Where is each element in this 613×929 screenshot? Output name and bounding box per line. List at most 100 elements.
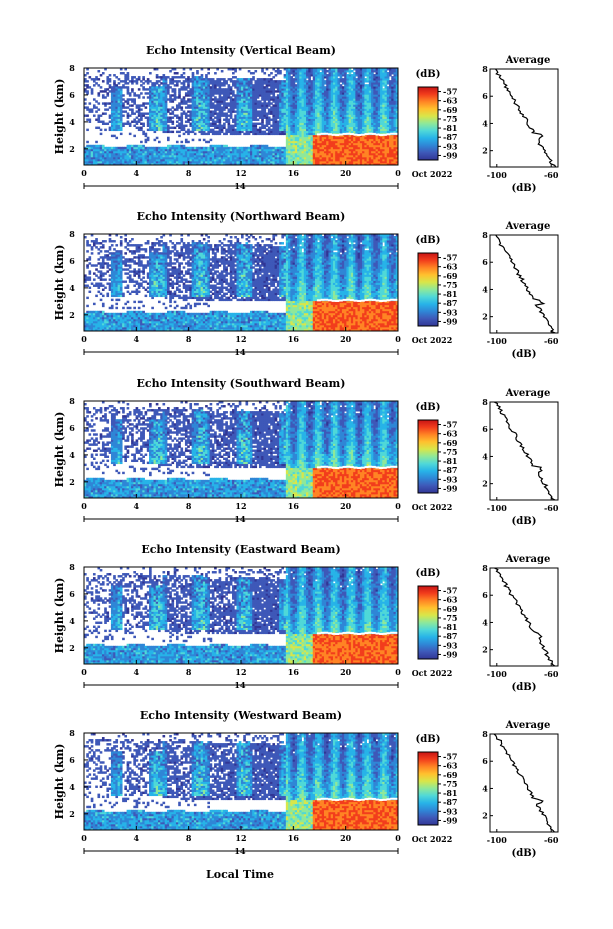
heatmap-cell <box>306 130 309 134</box>
heatmap-cell <box>110 86 114 89</box>
heatmap-cell <box>317 112 320 115</box>
heatmap-cell <box>353 138 356 142</box>
heatmap-cell <box>252 132 255 136</box>
heatmap-cell <box>229 148 233 152</box>
heatmap-cell <box>229 152 233 156</box>
heatmap-cell <box>115 114 119 117</box>
heatmap-cell <box>205 86 208 89</box>
heatmap-cell <box>101 122 105 125</box>
heatmap-cell <box>319 78 323 81</box>
heatmap-cell <box>86 92 89 95</box>
heatmap-cell <box>274 156 278 160</box>
heatmap-cell <box>149 106 152 109</box>
heatmap-cell <box>241 80 244 83</box>
heatmap-cell <box>191 80 195 83</box>
heatmap-cell <box>362 152 365 156</box>
heatmap-cell <box>229 102 233 105</box>
heatmap-cell <box>297 104 300 107</box>
heatmap-cell <box>193 116 197 119</box>
heatmap-cell <box>254 152 258 156</box>
heatmap-cell <box>315 134 318 138</box>
heatmap-cell <box>207 124 210 127</box>
heatmap-cell <box>321 76 325 79</box>
heatmap-cell <box>200 100 204 103</box>
heatmap-cell <box>294 124 298 127</box>
heatmap-cell <box>319 98 323 101</box>
heatmap-cell <box>113 96 116 99</box>
heatmap-cell <box>101 94 105 97</box>
heatmap-cell <box>247 150 251 154</box>
heatmap-cell <box>306 154 309 158</box>
heatmap-cell <box>357 94 361 97</box>
heatmap-cell <box>297 92 300 95</box>
heatmap-cell <box>249 116 253 119</box>
heatmap-cell <box>353 146 356 150</box>
heatmap-cell <box>252 84 255 87</box>
heatmap-cell <box>110 128 114 132</box>
heatmap-cell <box>267 102 271 105</box>
heatmap-cell <box>135 116 139 119</box>
heatmap-cell <box>110 120 114 123</box>
heatmap-cell <box>319 74 323 77</box>
heatmap-cell <box>386 94 390 97</box>
heatmap-cell <box>380 84 383 87</box>
heatmap-cell <box>162 112 166 115</box>
heatmap-cell <box>211 92 215 95</box>
heatmap-cell <box>180 126 184 130</box>
heatmap-cell <box>380 94 383 97</box>
heatmap-cell <box>166 146 170 150</box>
heatmap-cell <box>294 146 298 150</box>
heatmap-cell <box>350 122 354 125</box>
heatmap-cell <box>371 84 374 87</box>
heatmap-cell <box>290 128 293 132</box>
heatmap-cell <box>353 106 356 109</box>
heatmap-cell <box>355 148 359 152</box>
heatmap-cell <box>337 88 341 91</box>
heatmap-cell <box>223 82 226 85</box>
heatmap-cell <box>211 98 215 101</box>
heatmap-cell <box>236 152 240 156</box>
heatmap-cell <box>196 128 199 132</box>
heatmap-cell <box>357 162 361 165</box>
heatmap-cell <box>227 126 231 130</box>
heatmap-cell <box>241 98 244 101</box>
heatmap-cell <box>113 158 116 162</box>
heatmap-cell <box>117 112 121 115</box>
heatmap-cell <box>243 126 246 130</box>
heatmap-cell <box>254 70 258 73</box>
heatmap-cell <box>158 152 161 156</box>
heatmap-cell <box>323 130 327 134</box>
heatmap-cell <box>355 90 359 93</box>
heatmap-cell <box>294 86 298 89</box>
heatmap-cell <box>189 80 193 83</box>
heatmap-cell <box>207 130 210 134</box>
heatmap-cell <box>205 158 208 162</box>
heatmap-cell <box>389 102 392 105</box>
heatmap-cell <box>373 118 376 121</box>
heatmap-cell <box>171 154 175 158</box>
heatmap-cell <box>272 90 276 93</box>
heatmap-cell <box>110 116 114 119</box>
heatmap-cell <box>182 98 186 101</box>
heatmap-cell <box>274 112 278 115</box>
heatmap-cell <box>243 122 246 125</box>
heatmap-cell <box>323 72 327 75</box>
heatmap-cell <box>175 124 179 127</box>
heatmap-cell <box>140 152 143 156</box>
heatmap-cell <box>169 150 172 154</box>
heatmap-cell <box>133 162 136 165</box>
heatmap-cell <box>346 158 350 162</box>
heatmap-cell <box>310 140 314 144</box>
heatmap-cell <box>348 102 352 105</box>
heatmap-cell <box>353 148 356 152</box>
heatmap-cell <box>254 126 258 130</box>
heatmap-cell <box>164 112 168 115</box>
heatmap-cell <box>162 90 166 93</box>
heatmap-cell <box>348 112 352 115</box>
heatmap-cell <box>160 106 163 109</box>
heatmap-cell <box>364 130 367 134</box>
heatmap-cell <box>373 128 376 132</box>
heatmap-cell <box>382 94 385 97</box>
heatmap-cell <box>261 132 264 136</box>
heatmap-cell <box>344 88 347 91</box>
